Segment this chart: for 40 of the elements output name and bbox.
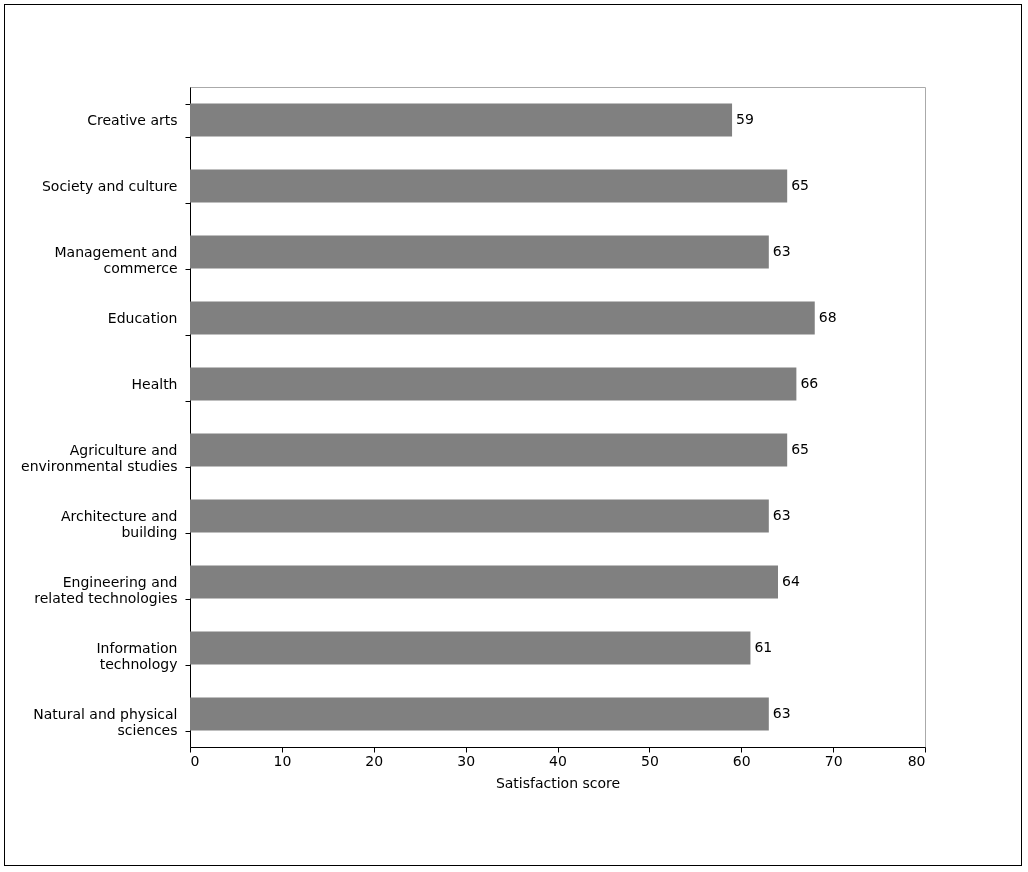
- y-tick-label: Natural and physical sciences: [33, 705, 178, 738]
- bar: [190, 235, 769, 269]
- x-tick-label: 40: [549, 752, 567, 769]
- y-tick-label: Engineering and related technologies: [34, 573, 178, 606]
- data-label: 68: [818, 309, 837, 325]
- y-tick-label: Education: [107, 309, 178, 326]
- data-label: 65: [791, 441, 810, 457]
- data-label: 63: [772, 705, 791, 721]
- bar: [190, 499, 769, 533]
- x-tick-label: 20: [365, 752, 384, 769]
- bar: [190, 565, 778, 599]
- data-label: 65: [791, 177, 810, 193]
- y-tick-label: Management and commerce: [54, 243, 178, 276]
- x-tick-label: 80: [907, 752, 926, 769]
- bar: [190, 631, 751, 665]
- data-label: 64: [782, 573, 800, 589]
- bar: [190, 103, 733, 137]
- x-tick-label: 60: [732, 752, 751, 769]
- y-tick-label: Society and culture: [41, 177, 178, 194]
- x-tick-label: 10: [273, 752, 292, 769]
- bar: [190, 697, 769, 731]
- data-label: 63: [772, 507, 791, 523]
- x-tick-label: 50: [640, 752, 659, 769]
- y-tick-label: Agriculture and environmental studies: [21, 441, 178, 474]
- y-tick-label: Information technology: [96, 639, 178, 672]
- data-label: 66: [800, 375, 819, 391]
- bar: [190, 367, 797, 401]
- data-label: 59: [736, 111, 754, 127]
- bar: [190, 169, 788, 203]
- y-tick-label: Creative arts: [87, 111, 178, 128]
- data-label: 63: [772, 243, 791, 259]
- bar: [190, 433, 788, 467]
- data-label: 61: [754, 639, 773, 655]
- x-axis-title: Satisfaction score: [495, 774, 621, 791]
- y-tick-label: Architecture and building: [61, 507, 178, 540]
- x-tick-label: 30: [457, 752, 476, 769]
- x-tick-label: 0: [190, 752, 200, 769]
- y-tick-label: Health: [131, 375, 178, 392]
- bar: [190, 301, 815, 335]
- x-tick-label: 70: [824, 752, 843, 769]
